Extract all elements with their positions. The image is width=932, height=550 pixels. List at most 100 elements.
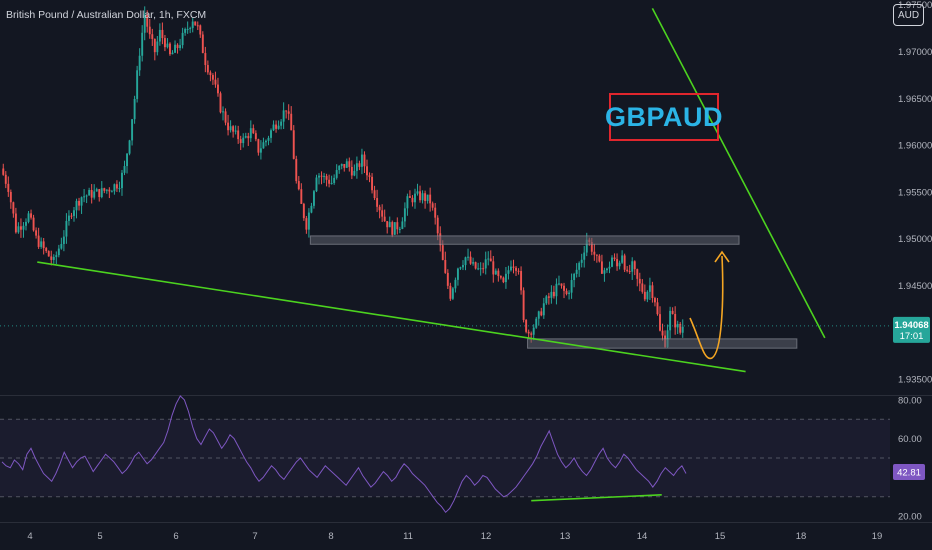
price-tick-label: 1.96500	[898, 94, 932, 105]
candle-body	[537, 311, 540, 319]
projection-arrow[interactable]	[689, 255, 724, 360]
candle-body	[14, 213, 17, 233]
candle-body	[408, 196, 411, 198]
gbpaud-label[interactable]: GBPAUD	[605, 93, 723, 141]
candle-body	[257, 139, 260, 153]
candle-body	[22, 225, 25, 230]
candle-body	[161, 29, 164, 39]
candle-body	[90, 190, 93, 198]
rsi-value-tag	[893, 463, 925, 480]
candle-body	[406, 196, 409, 209]
candle-body	[641, 283, 644, 292]
candle-body	[462, 265, 464, 268]
time-tick-label: 12	[481, 531, 492, 542]
currency-button[interactable]: AUD	[893, 4, 924, 26]
candle-body	[454, 279, 457, 289]
candle-body	[353, 170, 356, 176]
candle-body	[315, 177, 318, 192]
candle-body	[335, 170, 338, 178]
candle-body	[580, 259, 583, 263]
candle-body	[227, 122, 230, 131]
rsi-pane[interactable]	[0, 395, 890, 514]
candle-body	[393, 222, 396, 235]
candle-body	[656, 302, 659, 315]
candle-body	[381, 210, 384, 217]
trendline-lower[interactable]	[37, 261, 746, 373]
bar-countdown: 17:01	[900, 331, 924, 342]
candle-body	[366, 166, 368, 176]
candle-body	[456, 268, 459, 280]
time-tick-label: 7	[252, 531, 257, 542]
candle-body	[312, 191, 315, 206]
symbol-title[interactable]: British Pound / Australian Dollar, 1h, F…	[6, 9, 207, 21]
candle-body	[578, 262, 581, 270]
time-tick-label: 6	[173, 531, 178, 542]
resistance-zone[interactable]	[309, 235, 740, 245]
rsi-band-fill	[0, 419, 890, 497]
candle-body	[633, 261, 636, 270]
candle-body	[679, 323, 682, 333]
candle-body	[60, 243, 63, 249]
candle-body	[204, 53, 207, 66]
candle-body	[360, 154, 363, 167]
support-zone[interactable]	[527, 338, 798, 349]
candle-body	[563, 285, 565, 291]
candle-body	[436, 217, 439, 234]
candle-body	[249, 128, 252, 139]
time-tick-label: 8	[328, 531, 333, 542]
candle-body	[383, 216, 386, 222]
candle-body	[239, 139, 242, 144]
candle-body	[507, 270, 510, 274]
time-tick-label: 5	[97, 531, 102, 542]
candle-body	[166, 43, 169, 48]
candle-body	[196, 25, 199, 27]
candle-body	[242, 137, 245, 144]
candle-body	[4, 174, 7, 184]
candle-body	[176, 44, 179, 49]
candle-body	[206, 65, 209, 73]
candle-body	[497, 270, 500, 277]
candle-body	[489, 258, 492, 262]
candle-body	[224, 111, 227, 123]
candle-body	[570, 280, 573, 293]
candle-body	[403, 208, 406, 222]
candle-body	[376, 198, 379, 207]
candle-body	[340, 164, 343, 166]
candle-body	[603, 270, 606, 274]
candle-body	[259, 148, 262, 153]
candle-body	[595, 254, 598, 256]
candle-body	[560, 283, 563, 286]
rsi-tick-label: 60.00	[898, 434, 922, 445]
drawings[interactable]	[37, 8, 826, 373]
price-tick-label: 1.95500	[898, 187, 932, 198]
candle-body	[252, 128, 255, 134]
candle-body	[605, 268, 608, 271]
candle-body	[494, 270, 497, 275]
rsi-line[interactable]	[1, 395, 687, 514]
candle-body	[163, 38, 166, 48]
candle-body	[643, 291, 646, 300]
candle-body	[47, 251, 50, 257]
candle-body	[545, 296, 548, 304]
current-price-value: 1.94068	[894, 320, 928, 331]
candle-body	[93, 191, 96, 198]
candle-body	[487, 258, 490, 260]
candle-body	[542, 303, 545, 316]
trendline-upper[interactable]	[651, 8, 826, 339]
candle-body	[275, 124, 278, 129]
candle-body	[300, 189, 303, 204]
price-tick-label: 1.96000	[898, 141, 932, 152]
candle-body	[214, 79, 217, 85]
candle-body	[396, 222, 399, 230]
candle-body	[323, 175, 326, 177]
candle-body	[65, 220, 68, 237]
price-tick-label-top: 1.97500	[898, 0, 932, 11]
candle-body	[608, 266, 611, 269]
candle-body	[186, 29, 189, 31]
candle-body	[502, 277, 505, 283]
candle-body	[320, 175, 323, 177]
candle-body	[80, 197, 83, 206]
candle-body	[27, 213, 30, 222]
candle-body	[530, 333, 533, 335]
